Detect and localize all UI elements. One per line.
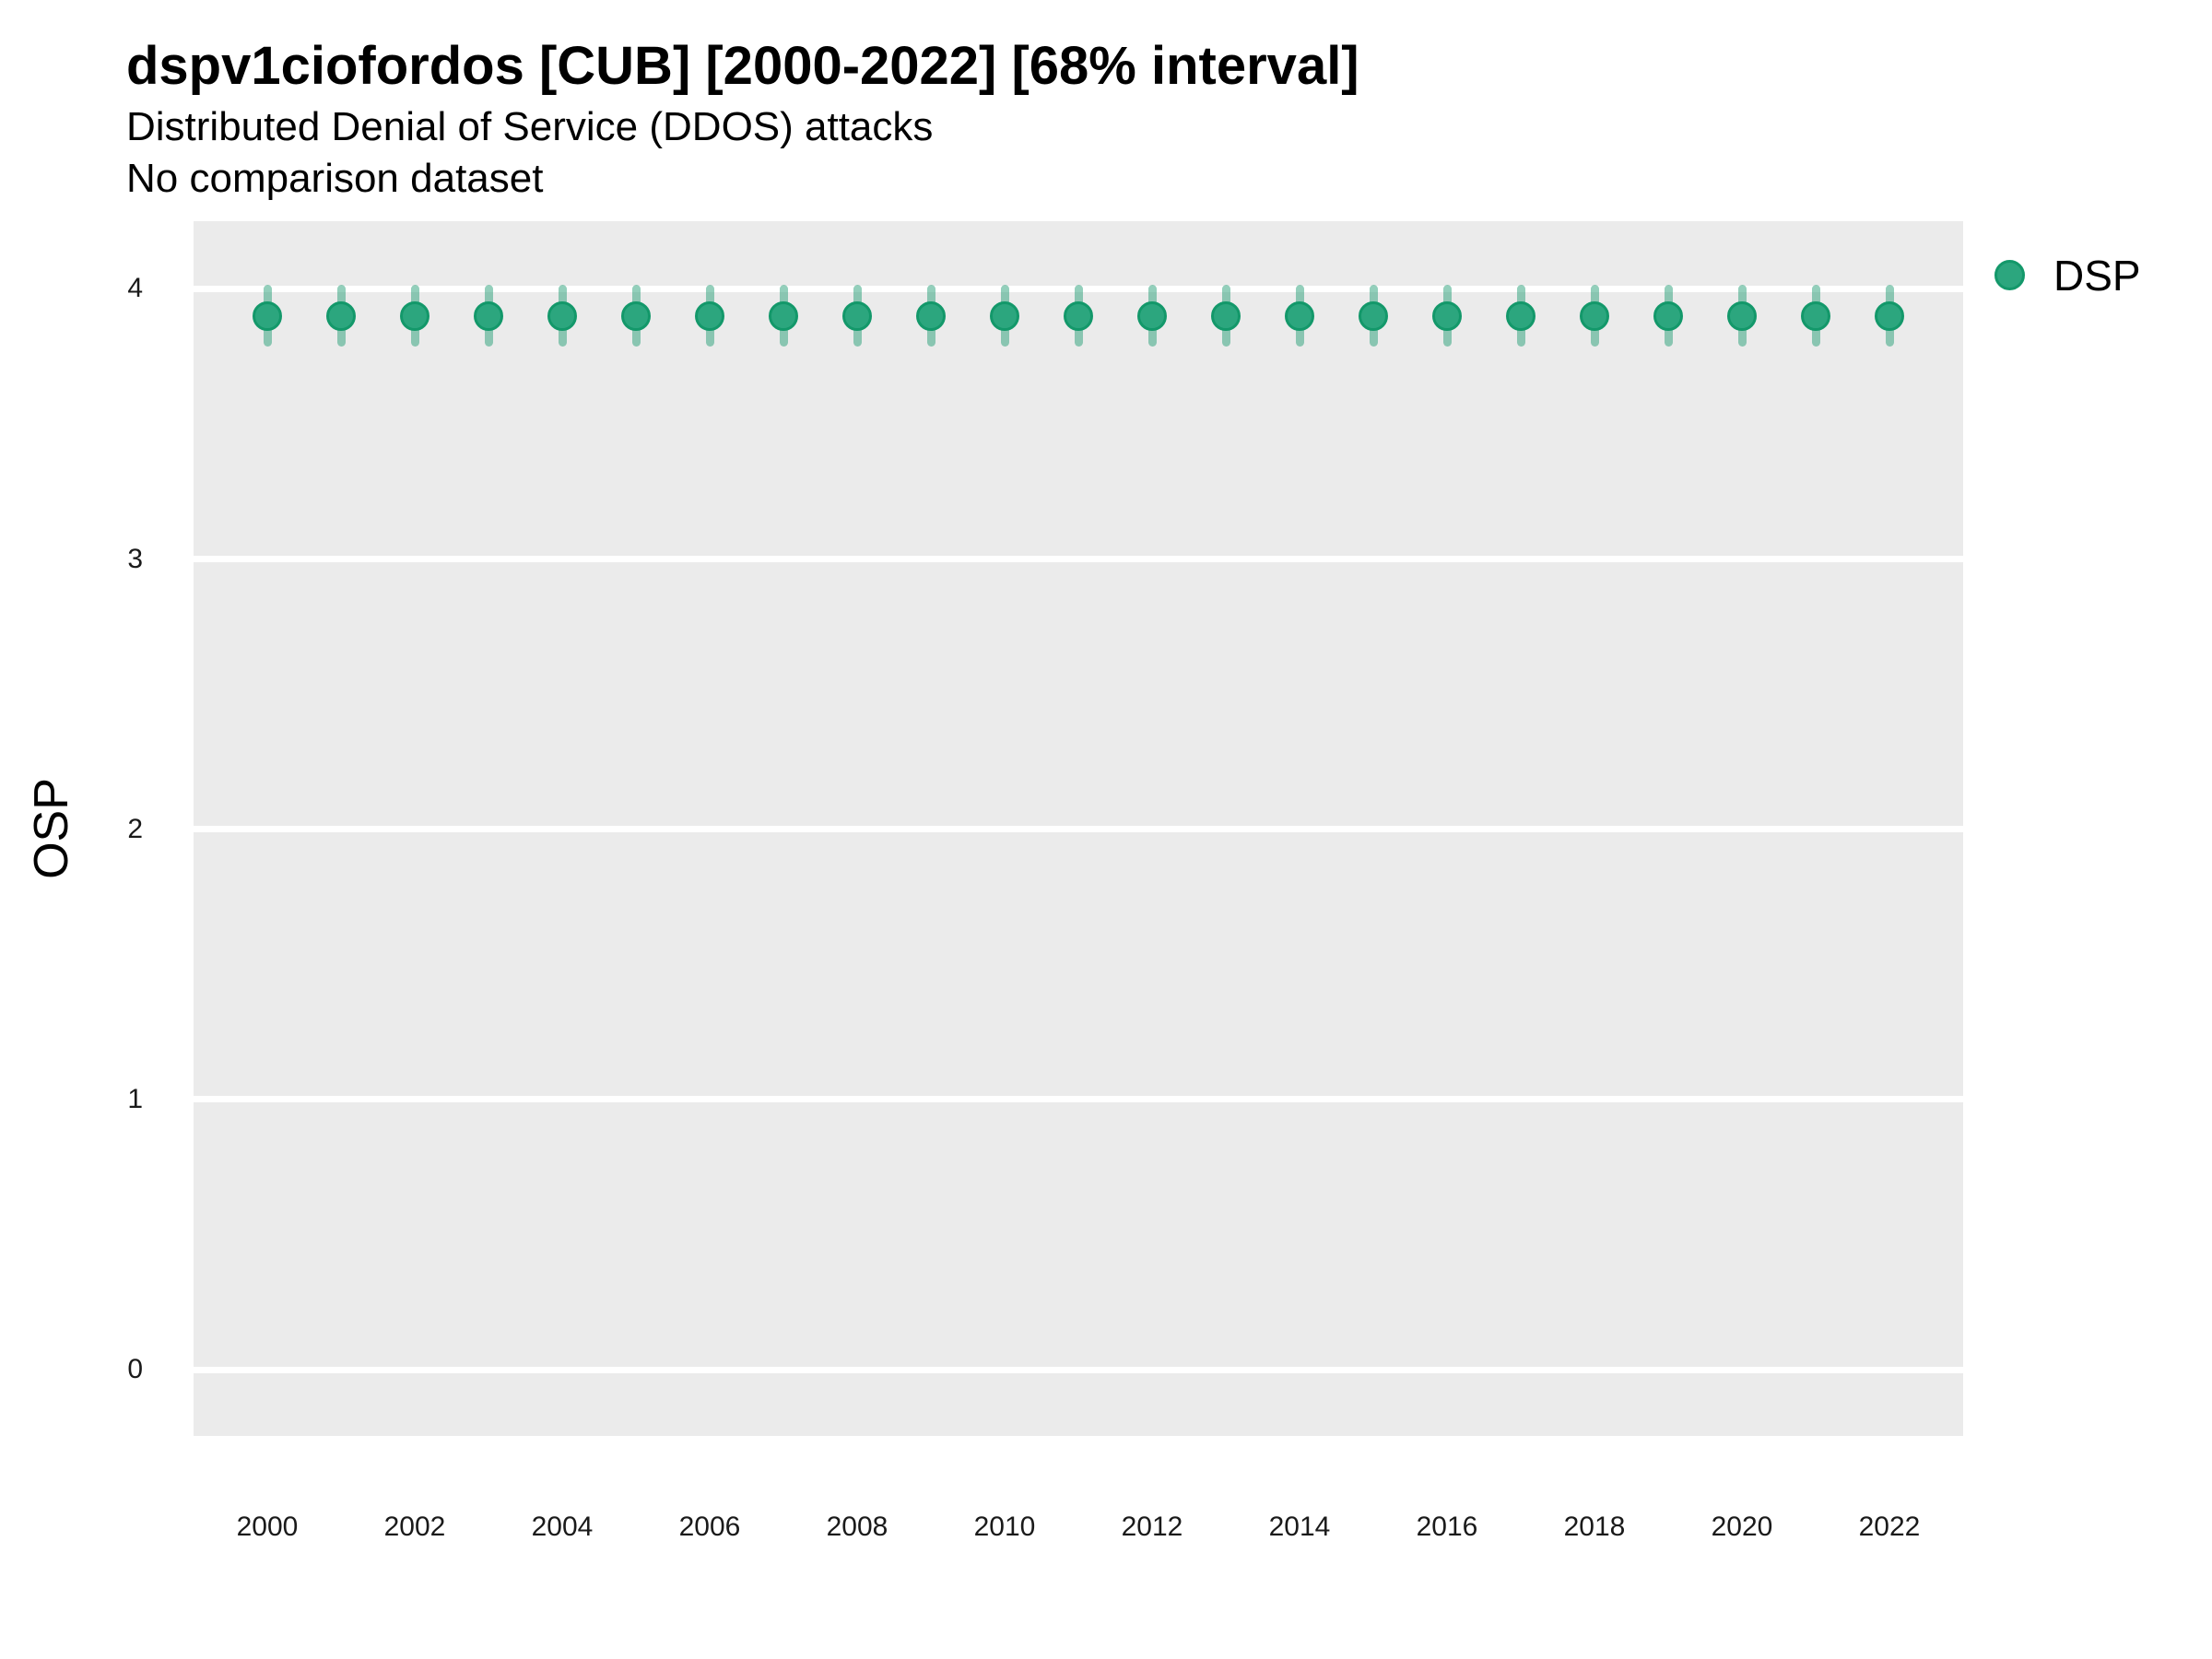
data-point — [990, 300, 1019, 331]
x-tick-label: 2000 — [236, 1512, 299, 1542]
x-tick-label: 2004 — [531, 1512, 594, 1542]
chart-subtitle: Distributed Denial of Service (DDOS) att… — [126, 104, 934, 149]
x-tick-label: 2012 — [1121, 1512, 1183, 1542]
x-tick-label: 2016 — [1416, 1512, 1478, 1542]
legend-label-dsp: DSP — [2053, 252, 2141, 300]
data-point — [1727, 300, 1757, 331]
y-tick-label: 0 — [127, 1354, 143, 1385]
data-point — [842, 300, 872, 331]
x-tick-label: 2020 — [1711, 1512, 1773, 1542]
data-point — [916, 300, 946, 331]
comparison-note: No comparison dataset — [126, 156, 544, 201]
data-point — [253, 300, 282, 331]
data-point — [769, 300, 798, 331]
legend-marker-dsp-icon — [1994, 260, 2025, 290]
x-tick-label: 2022 — [1858, 1512, 1921, 1542]
y-axis-title: OSP — [25, 778, 78, 879]
x-tick-label: 2006 — [678, 1512, 741, 1542]
data-point — [1580, 300, 1609, 331]
y-tick-label: 3 — [127, 543, 143, 574]
data-point — [474, 300, 503, 331]
data-point — [1653, 300, 1683, 331]
data-point — [1801, 300, 1830, 331]
data-point — [547, 300, 577, 331]
data-point — [1064, 300, 1093, 331]
x-tick-label: 2010 — [973, 1512, 1036, 1542]
data-point — [1285, 300, 1314, 331]
y-gridline — [194, 1096, 1963, 1103]
x-tick-label: 2014 — [1268, 1512, 1331, 1542]
x-tick-label: 2002 — [383, 1512, 446, 1542]
y-tick-label: 4 — [127, 273, 143, 304]
data-point — [1211, 300, 1241, 331]
data-point — [1359, 300, 1388, 331]
y-gridline — [194, 1366, 1963, 1373]
x-tick-label: 2018 — [1563, 1512, 1626, 1542]
chart-title: dspv1ciofordos [CUB] [2000-2022] [68% in… — [126, 36, 1359, 96]
data-point — [695, 300, 724, 331]
data-point — [1875, 300, 1904, 331]
y-gridline — [194, 556, 1963, 563]
data-point — [326, 300, 356, 331]
y-tick-label: 2 — [127, 813, 143, 844]
data-point — [1432, 300, 1462, 331]
y-gridline — [194, 826, 1963, 833]
x-tick-label: 2008 — [826, 1512, 888, 1542]
data-point — [1506, 300, 1535, 331]
data-point — [1137, 300, 1167, 331]
data-point — [400, 300, 429, 331]
data-point — [621, 300, 651, 331]
y-tick-label: 1 — [127, 1083, 143, 1114]
